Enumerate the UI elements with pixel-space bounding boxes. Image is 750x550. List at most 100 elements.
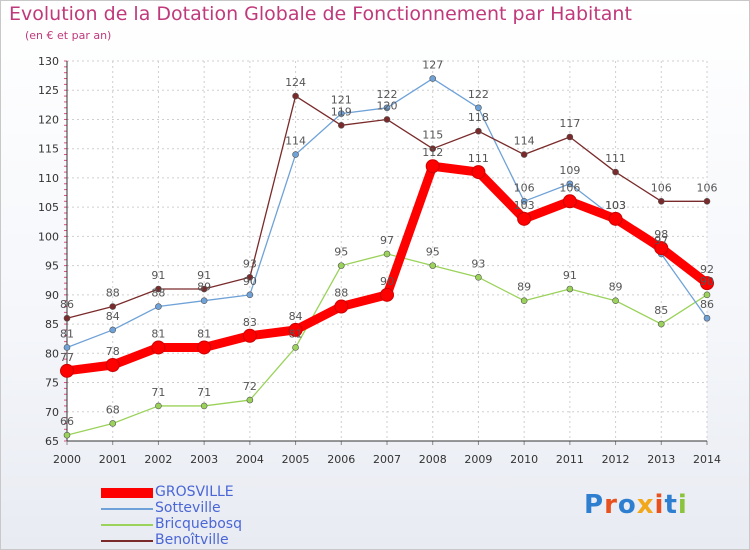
data-label-1: 90	[243, 275, 257, 288]
y-tick-label: 105	[38, 201, 59, 214]
y-tick-label: 65	[45, 435, 59, 448]
x-tick-label: 2002	[144, 453, 172, 466]
series-point-3	[200, 285, 208, 293]
data-label-3: 91	[151, 269, 165, 282]
x-tick-label: 2000	[53, 453, 81, 466]
data-label-0: 77	[60, 351, 74, 364]
data-label-3: 119	[331, 105, 352, 118]
data-label-3: 106	[697, 181, 718, 194]
series-point-3	[383, 116, 391, 123]
x-tick-label: 2006	[327, 453, 355, 466]
y-tick-label: 80	[45, 347, 59, 360]
data-label-0: 81	[151, 327, 165, 340]
series-point-2	[246, 396, 254, 404]
x-tick-label: 2001	[99, 453, 127, 466]
y-tick-label: 110	[38, 172, 59, 185]
x-tick-label: 2008	[419, 453, 447, 466]
series-point-1	[246, 291, 254, 299]
series-point-0	[517, 211, 532, 226]
series-point-2	[200, 402, 208, 410]
data-label-0: 103	[514, 199, 535, 212]
series-layer	[60, 75, 714, 439]
series-point-2	[109, 420, 117, 427]
series-point-0	[151, 340, 166, 355]
data-label-0: 111	[468, 152, 489, 165]
legend-swatch	[101, 508, 153, 510]
data-label-3: 114	[514, 135, 535, 148]
logo-letter: i	[654, 490, 665, 520]
series-point-2	[337, 262, 345, 269]
data-label-1: 97	[654, 234, 668, 247]
data-label-1: 103	[605, 199, 626, 212]
data-label-1: 86	[700, 298, 714, 311]
series-point-1	[703, 314, 711, 322]
series-point-0	[288, 322, 303, 337]
data-label-1: 121	[331, 94, 352, 107]
series-point-1	[337, 110, 345, 117]
series-point-2	[63, 431, 71, 439]
series-point-3	[246, 274, 254, 281]
data-label-1: 84	[106, 310, 120, 323]
data-label-3: 124	[285, 76, 306, 89]
data-label-2: 90	[700, 275, 714, 288]
logo-letter: t	[664, 490, 678, 520]
data-label-1: 89	[197, 281, 211, 294]
series-point-1	[429, 75, 437, 82]
data-label-3: 115	[422, 129, 443, 142]
data-label-2: 95	[426, 246, 440, 259]
logo-letter: P	[584, 490, 605, 520]
x-tick-label: 2004	[236, 453, 264, 466]
legend-swatch	[101, 540, 153, 542]
series-point-0	[242, 328, 257, 343]
data-label-2: 72	[243, 380, 257, 393]
series-point-1	[475, 104, 482, 112]
data-label-3: 88	[106, 287, 120, 300]
grid	[66, 60, 708, 442]
series-point-3	[475, 127, 482, 135]
legend-label: Bricquebosq	[155, 516, 242, 532]
series-point-2	[612, 297, 619, 304]
data-label-2: 66	[60, 415, 74, 428]
x-tick-label: 2014	[693, 453, 721, 466]
legend-swatch	[101, 488, 153, 498]
data-label-2: 81	[289, 327, 303, 340]
data-label-3: 111	[605, 152, 626, 165]
y-tick-label: 130	[38, 55, 59, 68]
data-label-0: 88	[334, 287, 348, 300]
series-point-1	[200, 297, 208, 304]
data-label-0: 103	[605, 199, 626, 212]
logo-letter: o	[617, 490, 637, 520]
y-tick-label: 115	[38, 143, 59, 156]
data-label-2: 71	[197, 386, 211, 399]
proxiti-logo: Proxiti	[584, 490, 688, 520]
legend-label: Benoîtville	[155, 532, 229, 548]
series-point-2	[429, 262, 437, 269]
series-point-1	[109, 326, 117, 334]
legend-label: GROSVILLE	[155, 484, 234, 500]
series-point-1	[63, 344, 71, 351]
series-point-0	[700, 276, 714, 291]
y-tick-label: 100	[38, 230, 59, 243]
data-label-3: 93	[243, 257, 257, 270]
data-label-0: 92	[700, 263, 714, 276]
series-point-3	[612, 168, 619, 176]
data-label-3: 86	[60, 298, 74, 311]
data-label-3: 117	[559, 117, 580, 130]
data-label-2: 91	[563, 269, 577, 282]
data-label-0: 81	[197, 327, 211, 340]
x-tick-label: 2013	[647, 453, 675, 466]
data-label-2: 85	[654, 304, 668, 317]
y-tick-label: 85	[45, 318, 59, 331]
series-point-3	[520, 151, 528, 158]
series-point-2	[703, 291, 711, 299]
data-label-3: 91	[197, 269, 211, 282]
series-point-0	[471, 165, 486, 180]
series-point-0	[608, 211, 623, 226]
y-tick-label: 75	[45, 377, 59, 390]
data-label-1: 106	[514, 181, 535, 194]
data-label-1: 122	[468, 88, 489, 101]
series-point-3	[566, 133, 574, 141]
series-point-0	[562, 194, 577, 209]
